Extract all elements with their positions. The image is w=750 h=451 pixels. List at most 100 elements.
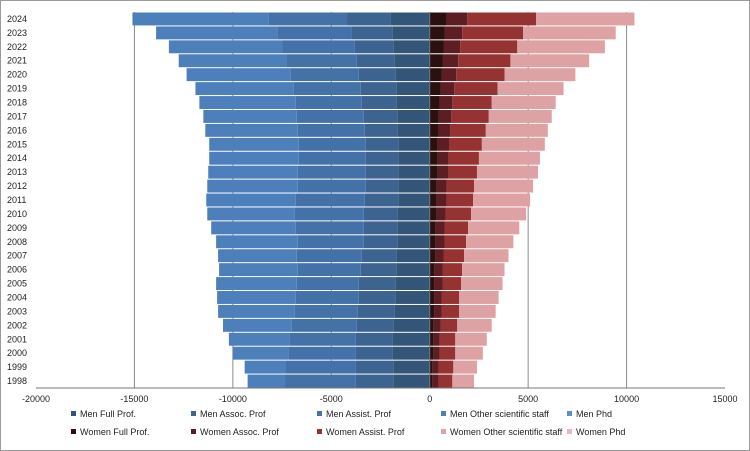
bar-segment (461, 277, 503, 291)
bar-segment (476, 165, 538, 179)
bar-segment (398, 137, 430, 151)
bar-segment (295, 221, 364, 235)
bar-segment (394, 54, 430, 68)
legend-label: Men Assist. Prof (326, 409, 392, 419)
y-tick-label: 2019 (7, 84, 27, 94)
bar-segment (354, 40, 394, 54)
bar-segment (365, 165, 399, 179)
bar-segment (429, 221, 436, 235)
bar-segment (393, 318, 430, 332)
bar-segment (443, 40, 461, 54)
bar-segment (286, 54, 357, 68)
legend-label: Women Assist. Prof (326, 427, 405, 437)
y-tick-label: 1998 (7, 376, 27, 386)
x-tick-label: -5000 (320, 394, 343, 404)
bar-segment (446, 179, 475, 193)
bar-segment (454, 82, 498, 96)
legend-item: Men Phd (567, 409, 612, 419)
legend-item: Women Assoc. Prof (191, 427, 279, 437)
bar-segment (459, 304, 496, 318)
bar-segment (358, 291, 396, 304)
bar-segment (438, 360, 454, 374)
bar-segment (429, 263, 435, 277)
legend-label: Women Other scientific staff (450, 427, 563, 437)
bar-segment (433, 332, 440, 346)
bar-segment (434, 263, 443, 277)
bar-segment (288, 346, 356, 360)
bar-segment (132, 12, 269, 26)
bar-segment (451, 109, 489, 123)
bar-segment (211, 221, 296, 235)
bar-segment (363, 235, 398, 249)
bar-segment (364, 123, 398, 137)
bar-segment (473, 193, 531, 207)
bar-segment (296, 249, 362, 263)
bar-segment (355, 332, 393, 346)
bar-segment (293, 82, 361, 96)
legend-item: Men Assoc. Prof (191, 409, 266, 419)
legend-swatch (567, 411, 572, 416)
bar-segment (206, 193, 296, 207)
bar-segment (398, 151, 430, 165)
bar-segment (429, 109, 439, 123)
bar-segment (433, 318, 441, 332)
bar-segment (437, 165, 449, 179)
bar-segment (462, 26, 524, 40)
bar-segment (442, 263, 463, 277)
y-tick-label: 2008 (7, 237, 27, 247)
y-tick-label: 2001 (7, 334, 27, 344)
bar-segment (358, 68, 396, 82)
bar-segment (497, 82, 564, 96)
bar-segment (209, 151, 299, 165)
bar-segment (471, 207, 527, 221)
y-tick-label: 2007 (7, 251, 27, 261)
y-tick-label: 2000 (7, 348, 27, 358)
bar-segment (439, 96, 453, 109)
bar-segment (282, 40, 355, 54)
bars (132, 12, 635, 388)
bar-segment (297, 123, 365, 137)
bar-segment (398, 165, 430, 179)
bar-segment (435, 249, 444, 263)
y-tick-label: 1999 (7, 362, 27, 372)
bar-segment (361, 249, 397, 263)
bar-segment (429, 374, 433, 388)
bar-segment (438, 123, 451, 137)
bar-segment (432, 374, 439, 388)
bar-segment (457, 318, 492, 332)
legend-swatch (317, 411, 322, 416)
bar-segment (448, 151, 479, 165)
legend-swatch (191, 411, 196, 416)
bar-segment (393, 374, 430, 388)
bar-segment (395, 68, 430, 82)
bar-segment (397, 109, 430, 123)
bar-segment (361, 96, 397, 109)
bar-segment (295, 291, 359, 304)
bar-segment (429, 304, 435, 318)
bar-segment (429, 207, 437, 221)
bar-segment (466, 235, 514, 249)
bar-segment (474, 179, 534, 193)
bar-segment (467, 12, 537, 26)
bar-segment (363, 109, 398, 123)
bar-segment (186, 68, 291, 82)
bar-segment (455, 332, 487, 346)
bar-segment (347, 12, 391, 26)
bar-segment (218, 304, 295, 318)
legend-swatch (71, 411, 76, 416)
bar-segment (435, 235, 445, 249)
legend-item: Women Assist. Prof (317, 427, 405, 437)
bar-segment (462, 263, 505, 277)
y-tick-label: 2017 (7, 111, 27, 121)
bar-segment (452, 374, 475, 388)
x-tick-label: 0 (427, 394, 432, 404)
bar-segment (219, 263, 298, 277)
bar-segment (523, 26, 616, 40)
bar-segment (396, 249, 430, 263)
legend-label: Women Full Prof. (80, 427, 149, 437)
bar-segment (456, 68, 505, 82)
bar-segment (232, 346, 289, 360)
bar-segment (439, 346, 456, 360)
